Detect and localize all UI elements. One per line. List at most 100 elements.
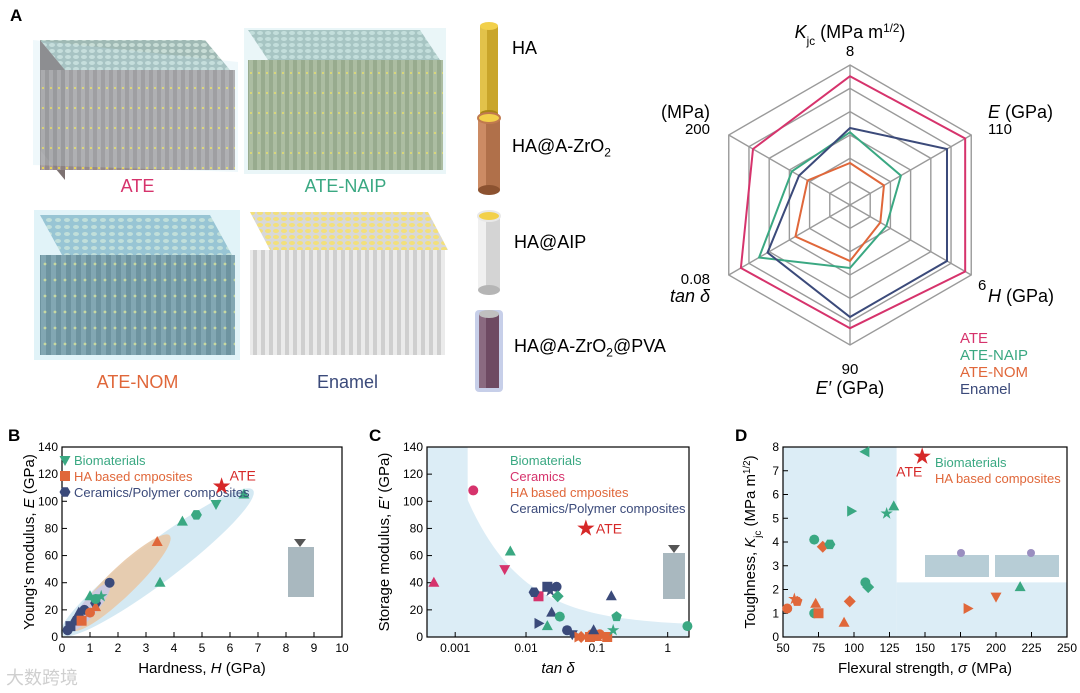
x-tick-label: 1 [664,641,671,655]
x-tick-label: 10 [335,641,349,655]
x-axis-label: tan δ [541,660,575,677]
x-tick-label: 2 [115,641,122,655]
data-point [428,576,440,587]
data-point [154,576,166,587]
y-tick-label: 2 [772,583,779,597]
x-tick-label: 175 [950,641,970,655]
data-point [1014,581,1026,592]
x-tick-label: 200 [986,641,1006,655]
data-point [838,616,850,627]
rod-ha-zro2 [477,112,501,195]
x-axis-label: Hardness, H (GPa) [138,660,266,677]
data-point [859,446,870,458]
y-tick-label: 120 [38,467,58,481]
data-point [782,603,793,614]
data-point [813,608,824,619]
region-bottom [896,582,1067,637]
radar-series-ate [739,75,967,330]
x-tick-label: 6 [227,641,234,655]
data-point [810,597,822,608]
inset-beam-right [995,555,1059,577]
x-tick-label: 150 [915,641,935,655]
data-point [212,477,231,494]
panel-letter: B [8,426,20,445]
data-point [190,510,202,520]
panel-c-chart: 0.001 0.01 0.1 1 0 20 40 60 80 100 120 140 tan δ Stor… [369,426,693,677]
data-point [824,539,836,550]
rod-ha [480,22,498,118]
y-tick-label: 120 [403,467,423,481]
data-point [551,590,564,603]
data-point [843,595,856,608]
ate-naip-label: ATE-NAIP [304,176,387,196]
radar-axis-label: tan δ [670,286,711,306]
ate-block [33,40,238,180]
legend-entry: Biomaterials [510,453,582,468]
data-point [544,584,557,597]
radar-series-ate-nom [794,161,886,263]
data-point [151,536,163,546]
legend-entry: Biomaterials [74,453,146,468]
y-tick-label: 40 [410,576,424,590]
data-point [816,540,829,553]
ate-label: ATE [896,464,922,480]
data-point [534,617,545,629]
data-point [95,589,108,602]
radar-axis-label: H (GPa) [988,286,1054,306]
data-point [238,488,250,499]
data-point [606,623,620,636]
radar-legend-enamel: Enamel [960,381,1011,398]
radar-chart: Kjc (MPa m1/2)8 E (GPa)110 H (GPa)6 E′ (GPa… [660,22,1054,399]
y-axis-label: Toughness, Kjc (MPa m1/2) [742,455,764,628]
watermark: 大数跨境 [6,668,78,688]
radar-axis-max: 6 [978,277,986,294]
x-tick-label: 8 [283,641,290,655]
rod-ha-zro2-pva-label: HA@A-ZrO2@PVA [514,336,666,360]
radar-axis-label: E′ (GPa) [816,378,884,398]
inset-rod-bundle [663,553,685,599]
radar-axis-max: 0.08 [681,271,710,288]
y-tick-label: 100 [38,494,58,508]
data-point [963,603,974,614]
data-point [605,590,617,601]
y-tick-label: 80 [410,521,424,535]
x-tick-label: 3 [143,641,150,655]
rod-ha-aip-label: HA@AIP [514,232,587,252]
y-tick-label: 5 [772,511,779,525]
radar-spoke [849,134,972,206]
panel-a-letter: A [10,6,23,25]
legend-entry: Ceramics/Polymer composites [74,485,250,500]
data-point [588,624,600,635]
achievable-region [427,447,689,637]
region-left [783,447,897,637]
ate-label: ATE [120,176,155,196]
y-tick-label: 60 [45,549,59,563]
radar-spoke [728,204,851,276]
y-tick-label: 3 [772,559,779,573]
data-point [584,632,595,642]
y-tick-label: 20 [45,603,59,617]
data-point [65,621,76,632]
y-tick-label: 80 [45,521,59,535]
data-point [528,587,540,597]
ate-label: ATE [596,520,622,536]
x-tick-label: 50 [776,641,790,655]
ate-naip-block [244,28,446,174]
inset-pin [1027,549,1035,557]
legend-entry: Biomaterials [935,455,1007,470]
radar-legend-ate-nom: ATE-NOM [960,364,1028,381]
inset-beam-left [925,555,989,577]
inset-pin [957,549,965,557]
x-tick-label: 0 [59,641,66,655]
data-point [611,611,622,622]
x-axis-label: Flexural strength, σ (MPa) [838,660,1012,677]
radar-axis-max: 110 [988,121,1012,138]
data-point [551,581,562,592]
data-point [541,620,553,631]
data-point [59,487,71,497]
x-tick-label: 1 [87,641,94,655]
radar-axis-label: σ (MPa) [660,102,710,122]
legend-entry: HA based cmposites [510,485,629,500]
data-point [602,632,613,642]
data-point [577,519,595,536]
